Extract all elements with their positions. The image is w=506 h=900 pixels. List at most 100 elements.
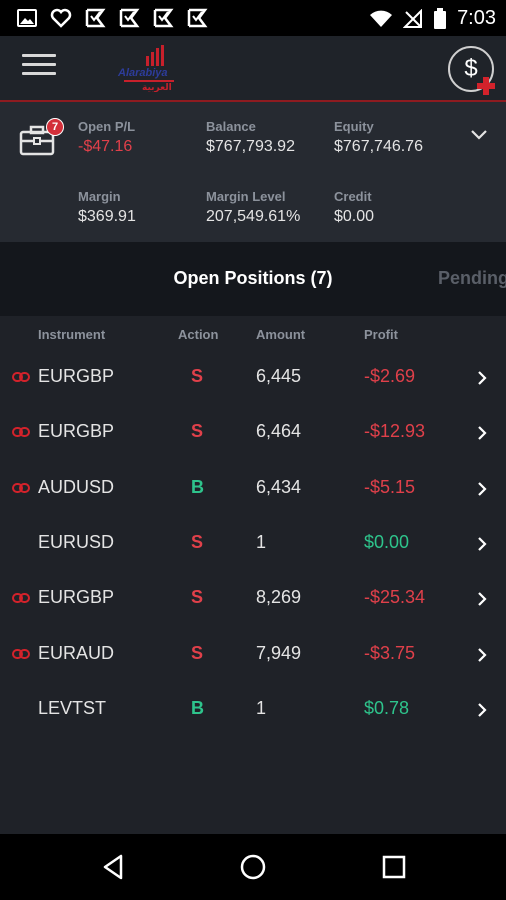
equity-label: Equity: [334, 119, 374, 134]
amount-cell: 6,464: [256, 421, 302, 442]
no-signal-icon: [403, 8, 423, 28]
margin-level-stat: Margin Level 207,549.61%: [206, 189, 300, 226]
margin-value: $369.91: [78, 208, 136, 225]
link-icon: [12, 648, 30, 659]
briefcase-icon[interactable]: [18, 122, 60, 158]
system-icons: 7:03: [369, 7, 496, 30]
chevron-right-icon[interactable]: [476, 590, 488, 608]
header-action[interactable]: Action: [178, 327, 219, 342]
link-icon: [12, 427, 30, 438]
table-header: Instrument Action Amount Profit: [0, 316, 506, 354]
app-bar: Alarabiya العربية $: [0, 36, 506, 102]
instrument-cell: EURGBP: [38, 421, 115, 442]
credit-value: $0.00: [334, 208, 375, 225]
chevron-right-icon[interactable]: [476, 646, 488, 664]
positions-count-badge: 7: [46, 118, 64, 136]
wifi-icon: [370, 10, 393, 27]
action-cell: S: [191, 642, 204, 663]
recents-icon[interactable]: [379, 852, 409, 882]
instrument-cell: EURGBP: [38, 587, 115, 608]
account-summary: 7 Open P/L -$47.16 Balance $767,793.92 E…: [0, 102, 506, 242]
margin-level-value: 207,549.61%: [206, 208, 301, 225]
positions-tabs: Open Positions (7) Pending: [0, 242, 506, 316]
tab-open-positions[interactable]: Open Positions (7): [173, 268, 333, 288]
dollar-icon: $: [464, 55, 478, 82]
header-amount[interactable]: Amount: [256, 327, 306, 342]
deposit-button[interactable]: $: [448, 46, 495, 95]
margin-label: Margin: [78, 189, 121, 204]
action-cell: S: [191, 587, 204, 608]
profit-cell: $0.78: [364, 697, 410, 718]
header-instrument[interactable]: Instrument: [38, 327, 106, 342]
table-row[interactable]: EURGBP S 8,269 -$25.34: [0, 572, 506, 627]
profit-cell: -$25.34: [364, 587, 426, 608]
margin-level-label: Margin Level: [206, 189, 286, 204]
equity-value: $767,746.76: [334, 138, 423, 155]
profit-cell: -$3.75: [364, 642, 416, 663]
header-profit[interactable]: Profit: [364, 327, 398, 342]
chevron-down-icon[interactable]: [470, 128, 488, 142]
link-icon: [12, 372, 30, 382]
profit-cell: $0.00: [364, 531, 410, 552]
instrument-cell: EURUSD: [38, 531, 115, 552]
link-icon: [12, 593, 30, 604]
amount-cell: 1: [256, 697, 267, 718]
action-cell: S: [191, 366, 204, 386]
image-icon: [16, 8, 38, 28]
amount-cell: 6,434: [256, 476, 302, 497]
menu-icon[interactable]: [22, 54, 56, 82]
credit-label: Credit: [334, 189, 372, 204]
table-row[interactable]: EURUSD S 1 $0.00: [0, 517, 506, 572]
alarabiya-logo: Alarabiya العربية: [117, 45, 174, 92]
table-row[interactable]: EURAUD S 7,949 -$3.75: [0, 628, 506, 683]
flag-icon: [118, 8, 140, 28]
svg-text:العربية: العربية: [142, 83, 172, 92]
back-icon[interactable]: [99, 852, 129, 882]
flag-icon: [84, 8, 106, 28]
open-pl-stat: Open P/L -$47.16: [78, 119, 135, 156]
home-icon[interactable]: [238, 852, 268, 882]
open-pl-value: -$47.16: [78, 138, 133, 155]
credit-stat: Credit $0.00: [334, 189, 374, 226]
action-cell: B: [191, 476, 204, 497]
balance-stat: Balance $767,793.92: [206, 119, 295, 156]
action-cell: S: [191, 421, 204, 442]
chevron-right-icon[interactable]: [476, 369, 488, 387]
profit-cell: -$2.69: [364, 366, 416, 386]
flag-icon: [152, 8, 174, 28]
table-row[interactable]: EURGBP S 6,445 -$2.69: [0, 351, 506, 406]
chevron-right-icon[interactable]: [476, 535, 488, 553]
table-row[interactable]: EURGBP S 6,464 -$12.93: [0, 406, 506, 461]
battery-icon: [434, 7, 447, 29]
svg-text:Alarabiya: Alarabiya: [117, 67, 168, 79]
balance-label: Balance: [206, 119, 256, 134]
table-row[interactable]: LEVTST B 1 $0.78: [0, 683, 506, 738]
plus-icon: [477, 77, 495, 95]
tab-pending[interactable]: Pending: [438, 268, 506, 288]
action-cell: S: [191, 531, 204, 552]
amount-cell: 7,949: [256, 642, 302, 663]
instrument-cell: AUDUSD: [38, 476, 115, 497]
heart-icon: [50, 8, 72, 28]
link-icon: [12, 482, 30, 493]
balance-value: $767,793.92: [206, 138, 295, 155]
profit-cell: -$5.15: [364, 476, 416, 497]
positions-table: Instrument Action Amount Profit EURGBP S 6…: [0, 316, 506, 834]
instrument-cell: EURGBP: [38, 366, 115, 386]
instrument-cell: LEVTST: [38, 697, 107, 718]
chevron-right-icon[interactable]: [476, 701, 488, 719]
profit-cell: -$12.93: [364, 421, 426, 442]
open-pl-label: Open P/L: [78, 119, 136, 134]
amount-cell: 1: [256, 531, 267, 552]
equity-stat: Equity $767,746.76: [334, 119, 423, 156]
margin-stat: Margin $369.91: [78, 189, 136, 226]
table-row[interactable]: AUDUSD B 6,434 -$5.15: [0, 462, 506, 517]
flag-icon: [186, 8, 208, 28]
chevron-right-icon[interactable]: [476, 424, 488, 442]
chevron-right-icon[interactable]: [476, 480, 488, 498]
amount-cell: 6,445: [256, 366, 302, 386]
status-bar: 7:03: [0, 0, 506, 36]
action-cell: B: [191, 697, 204, 718]
clock: 7:03: [457, 7, 496, 29]
instrument-cell: EURAUD: [38, 642, 115, 663]
